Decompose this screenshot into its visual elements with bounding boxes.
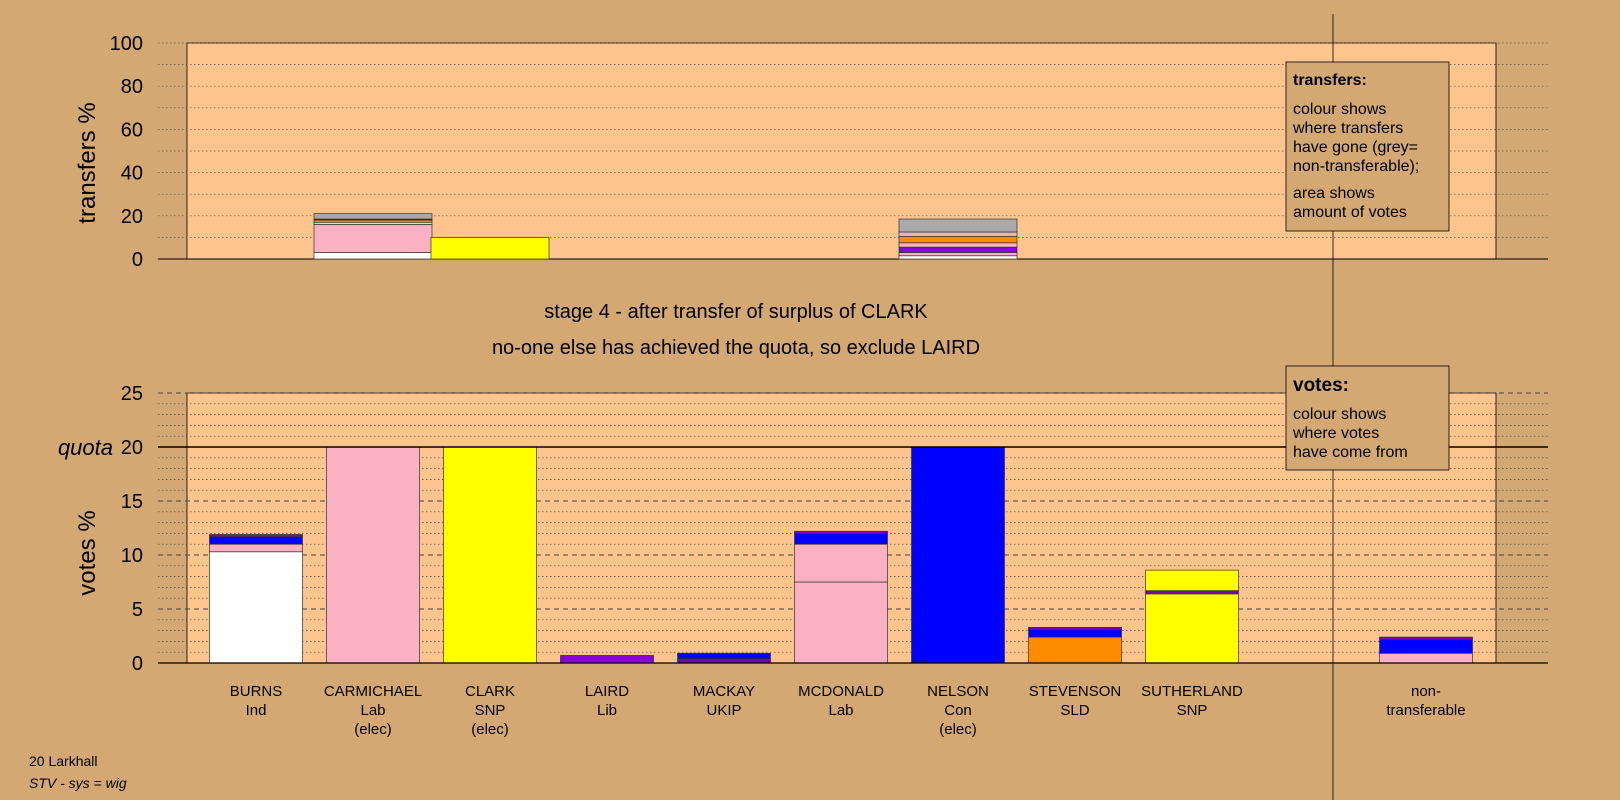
- candidate-label: MACKAY: [693, 683, 755, 700]
- transfers-legend-line: have gone (grey=: [1293, 139, 1418, 156]
- transfers-legend-title: transfers:: [1293, 72, 1367, 89]
- votes-bar-segment: [911, 446, 1005, 664]
- votes-bar-segment: [794, 543, 888, 583]
- footer-ward: 20 Larkhall: [29, 753, 98, 769]
- candidate-label: Lab: [360, 702, 385, 719]
- votes-legend-box: [1285, 365, 1450, 471]
- votes-y-tick-label: 10: [121, 545, 143, 567]
- transfers-legend-line: amount of votes: [1293, 204, 1407, 221]
- votes-y-ticks: 0 5 10 15 20 25: [121, 383, 143, 675]
- votes-legend-line: colour shows: [1293, 406, 1386, 423]
- candidate-label: CLARK: [465, 683, 515, 700]
- votes-bar-segment: [560, 655, 654, 664]
- transfers-panel: 0 20 40 60 80 100 transfers %: [74, 33, 1548, 271]
- transfers-bar-segment: [898, 242, 1018, 248]
- candidate-label: BURNS: [230, 683, 283, 700]
- transfers-legend-line: where transfers: [1292, 120, 1403, 137]
- transfers-bars: [313, 213, 1018, 260]
- candidate-label: MCDONALD: [798, 683, 884, 700]
- candidate-label: SNP: [1177, 702, 1208, 719]
- non-transferable-label: non-: [1411, 683, 1441, 700]
- transfers-y-tick-label: 60: [121, 119, 143, 141]
- transfers-y-tick-label: 40: [121, 163, 143, 185]
- transfers-legend: transfers: colour shows where transfers …: [1285, 61, 1450, 232]
- votes-y-tick-label: 5: [132, 599, 143, 621]
- candidate-label: Lib: [597, 702, 617, 719]
- votes-bar-segment: [1028, 629, 1122, 638]
- candidate-label: STEVENSON: [1029, 683, 1122, 700]
- votes-bar-segment: [1145, 593, 1239, 664]
- transfers-y-tick-label: 20: [121, 206, 143, 228]
- transfers-bar-segment: [898, 218, 1018, 233]
- votes-bar-segment: [209, 543, 303, 553]
- transfers-legend-line: area shows: [1293, 185, 1375, 202]
- transfers-bar-segment: [898, 252, 1018, 257]
- votes-y-axis-label: votes %: [74, 510, 101, 595]
- footer-system: STV - sys = wig: [29, 775, 127, 791]
- candidate-label: Lab: [828, 702, 853, 719]
- votes-bar-segment: [209, 551, 303, 664]
- transfers-legend-line: non-transferable);: [1293, 158, 1419, 175]
- votes-bar-segment: [677, 652, 771, 660]
- candidate-label: Con: [944, 702, 972, 719]
- votes-bar-segment: [794, 533, 888, 545]
- votes-bar-segment: [209, 534, 303, 537]
- stage-title: stage 4 - after transfer of surplus of C…: [544, 301, 928, 323]
- votes-legend-title: votes:: [1293, 375, 1349, 396]
- candidate-label: (elec): [354, 721, 392, 738]
- transfers-bar-segment: [313, 213, 433, 220]
- transfers-legend-line: colour shows: [1293, 101, 1386, 118]
- transfers-y-axis-label: transfers %: [74, 102, 101, 223]
- non-transferable-label: transferable: [1386, 702, 1465, 719]
- transfers-bar-segment: [430, 237, 550, 260]
- transfers-y-tick-label: 100: [110, 33, 143, 55]
- stage-subtitle: no-one else has achieved the quota, so e…: [492, 337, 980, 359]
- votes-bar-segment: [443, 446, 537, 664]
- transfers-legend-box: [1285, 61, 1450, 232]
- votes-y-tick-label: 0: [132, 653, 143, 675]
- candidate-label: UKIP: [706, 702, 741, 719]
- votes-bar-segment: [1379, 636, 1473, 640]
- transfers-bar-segment: [898, 255, 1018, 260]
- transfers-bar-segment: [313, 252, 433, 260]
- votes-bar-segment: [1379, 638, 1473, 654]
- candidate-label: LAIRD: [585, 683, 629, 700]
- votes-y-tick-label: 15: [121, 491, 143, 513]
- votes-legend: votes: colour shows where votes have com…: [1285, 365, 1450, 471]
- votes-bar-segment: [1028, 636, 1122, 664]
- transfers-y-tick-label: 80: [121, 76, 143, 98]
- candidate-labels: BURNS Ind CARMICHAEL Lab (elec) CLARK SNP (elec…: [230, 683, 1466, 738]
- votes-bar-segment: [794, 530, 888, 534]
- votes-bar-segment: [1145, 569, 1239, 591]
- candidate-label: NELSON: [927, 683, 989, 700]
- votes-legend-line: have come from: [1293, 444, 1408, 461]
- votes-legend-line: where votes: [1292, 425, 1379, 442]
- votes-y-tick-label: 25: [121, 383, 143, 405]
- transfers-bar-segment: [898, 246, 1018, 253]
- transfers-y-tick-label: 0: [132, 249, 143, 271]
- votes-bar-segment: [677, 658, 771, 664]
- candidate-label: SNP: [475, 702, 506, 719]
- votes-bar-segment: [794, 581, 888, 664]
- votes-bars: [209, 446, 1473, 664]
- candidate-label: (elec): [939, 721, 977, 738]
- votes-panel: 0 5 10 15 20 25 quota votes %: [58, 383, 1548, 675]
- candidate-label: SUTHERLAND: [1141, 683, 1243, 700]
- candidate-label: (elec): [471, 721, 509, 738]
- votes-bar-segment: [1145, 590, 1239, 595]
- quota-label: quota: [58, 435, 113, 460]
- votes-bar-segment: [1379, 652, 1473, 664]
- votes-bar-segment: [1028, 627, 1122, 630]
- transfers-bar-segment: [898, 235, 1018, 244]
- candidate-label: Ind: [246, 702, 267, 719]
- votes-y-tick-label: 20: [121, 437, 143, 459]
- votes-bar-segment: [209, 536, 303, 545]
- candidate-label: SLD: [1060, 702, 1089, 719]
- transfers-bar-segment: [313, 224, 433, 253]
- transfers-bar-segment: [898, 231, 1018, 237]
- votes-bar-segment: [326, 446, 420, 664]
- candidate-label: CARMICHAEL: [324, 683, 422, 700]
